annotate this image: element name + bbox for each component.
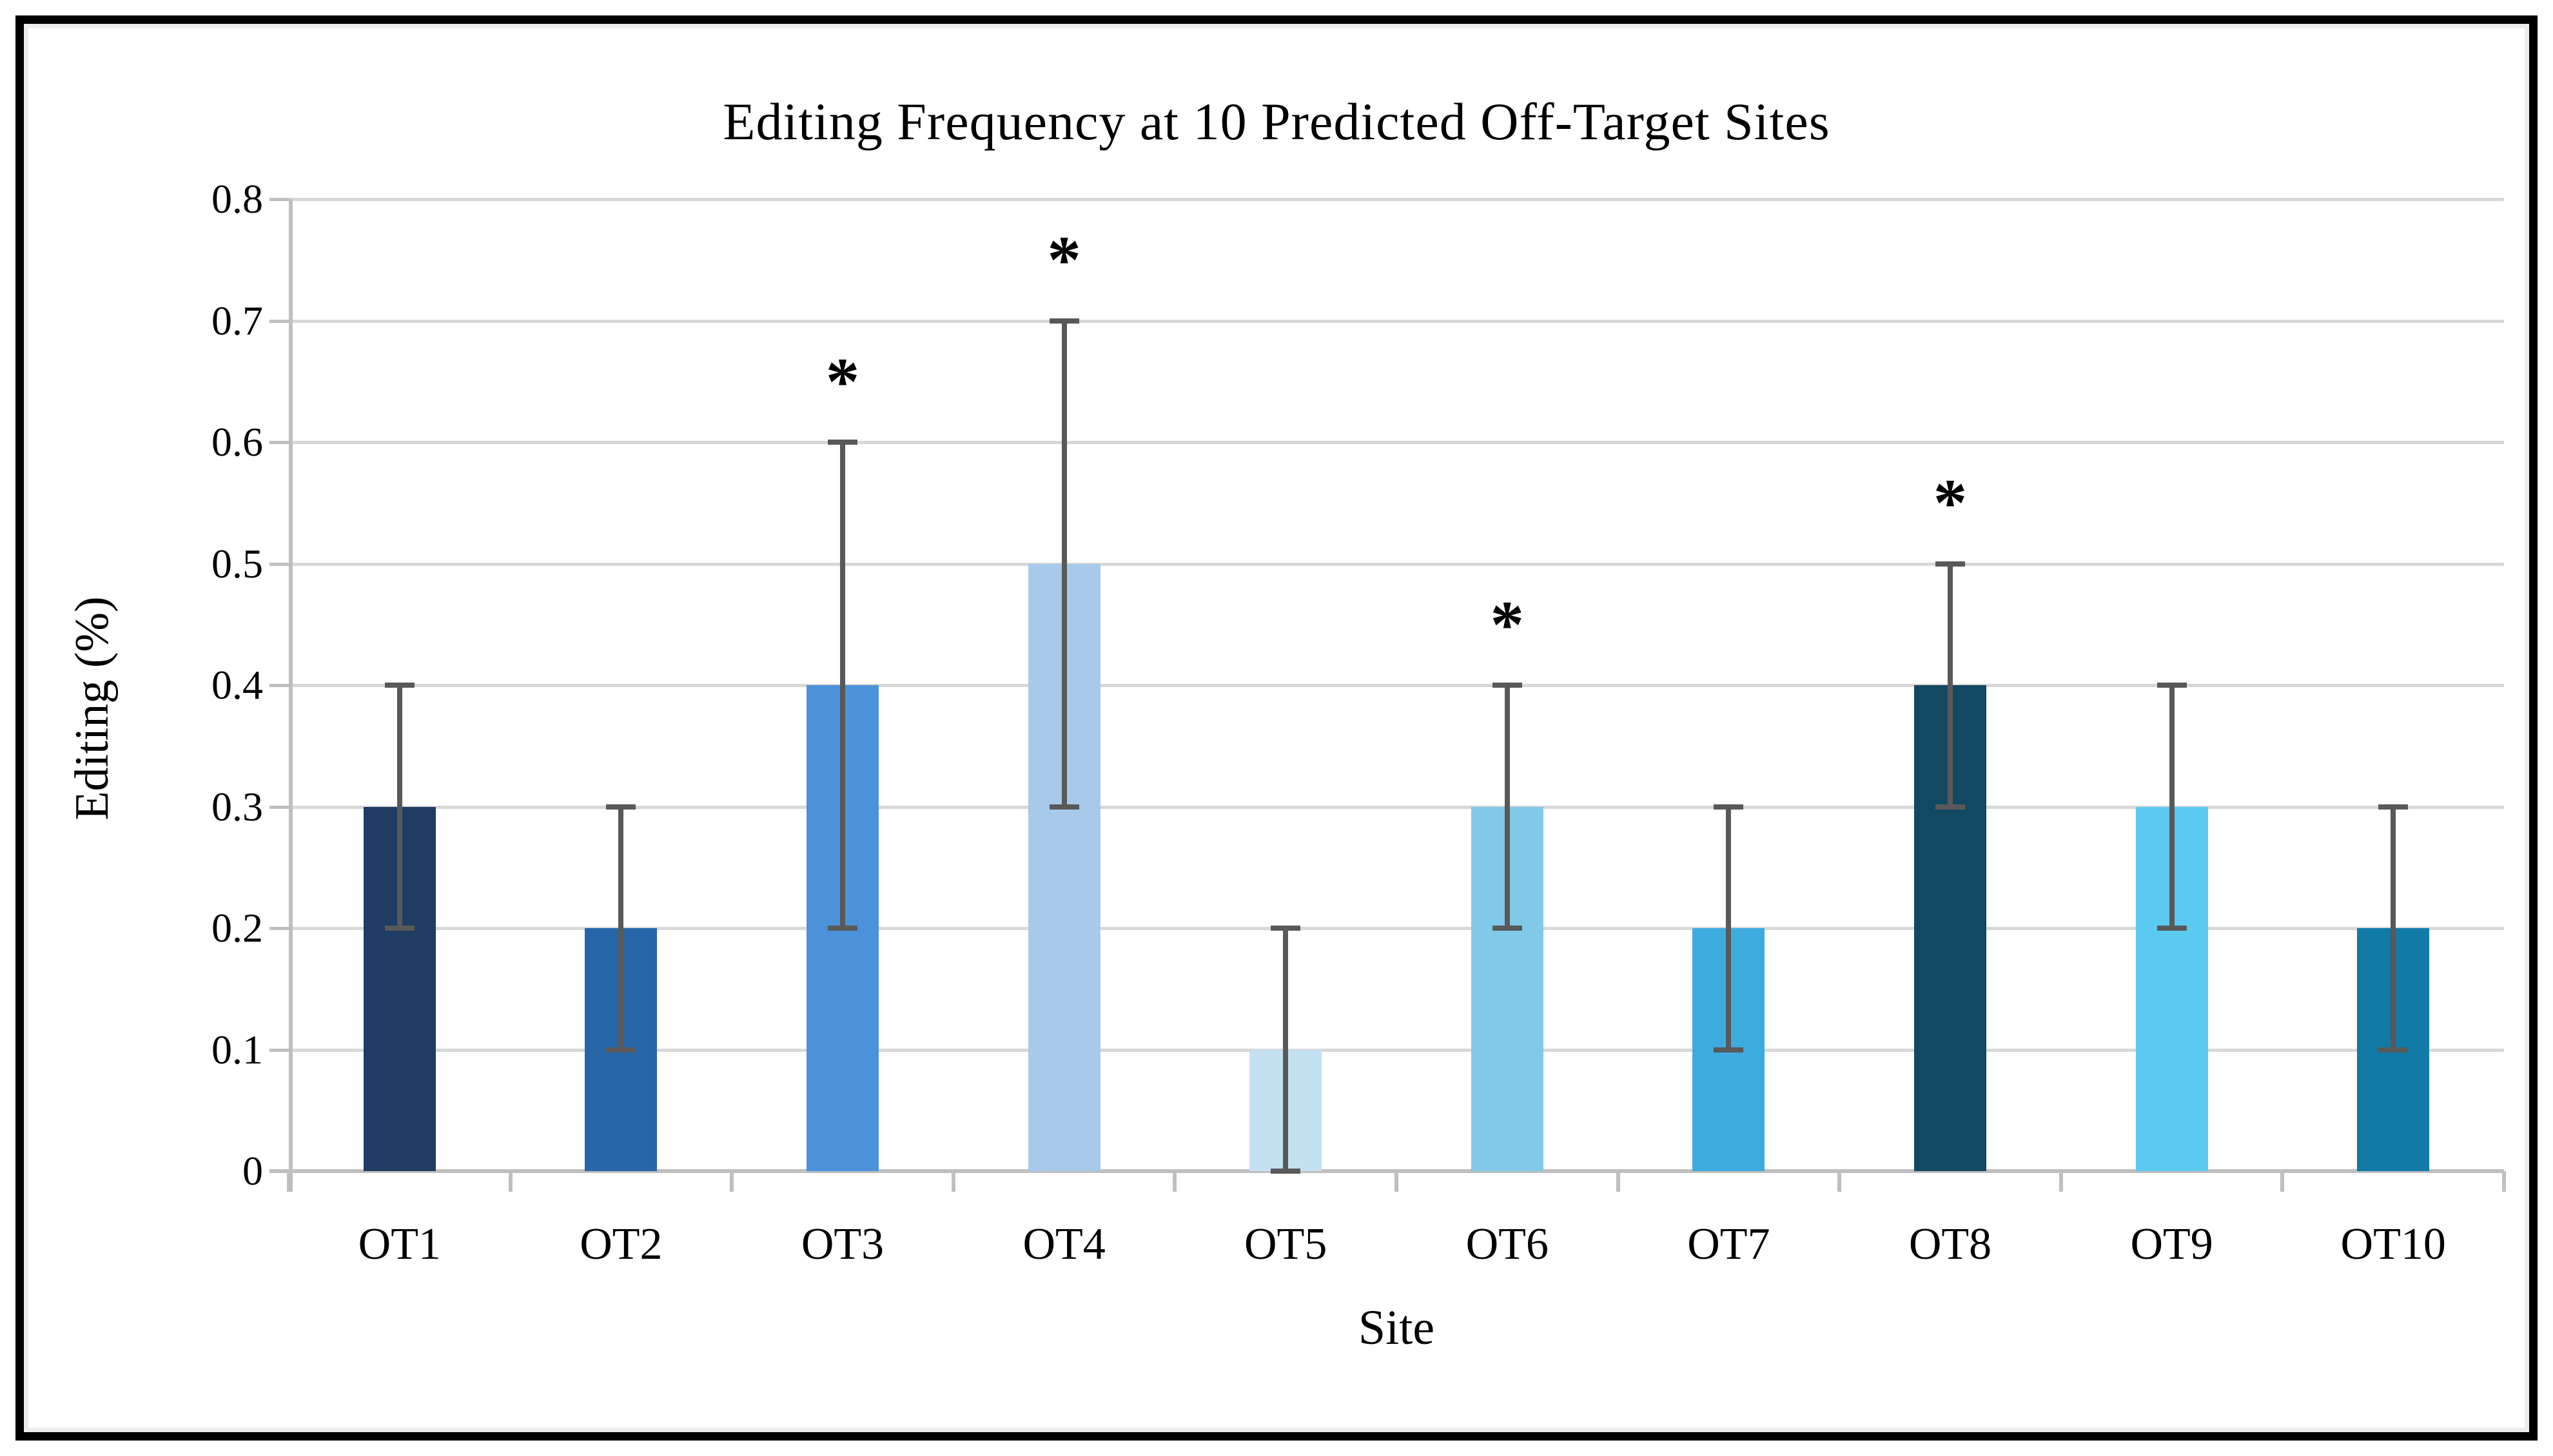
x-tick-mark: [287, 1171, 291, 1192]
y-tick-mark: [269, 684, 289, 687]
y-tick-label: 0.6: [211, 419, 263, 465]
x-tick-mark: [1616, 1171, 1620, 1192]
x-tick-label: OT9: [2130, 1219, 2213, 1269]
error-bar-cap-bottom: [2157, 926, 2187, 931]
x-tick-label: OT2: [580, 1219, 663, 1269]
error-bar-cap-bottom: [606, 1047, 636, 1053]
x-tick-label: OT8: [1908, 1219, 1992, 1269]
y-tick-mark: [269, 319, 289, 323]
x-axis-line: [269, 1169, 2504, 1173]
x-tick-mark: [1394, 1171, 1398, 1192]
y-tick-label: 0.2: [211, 905, 263, 951]
error-bar-cap-top: [1049, 318, 1079, 324]
y-tick-label: 0.7: [211, 297, 263, 344]
chart-frame: Editing Frequency at 10 Predicted Off-Ta…: [15, 15, 2538, 1441]
error-bar-cap-top: [606, 804, 636, 810]
error-bar-cap-bottom: [1049, 804, 1079, 810]
error-bar-line: [1283, 928, 1289, 1171]
error-bar-line: [1061, 320, 1067, 807]
error-bar-cap-bottom: [1492, 926, 1522, 931]
error-bar-cap-bottom: [828, 926, 857, 931]
error-bar-cap-top: [1492, 683, 1522, 688]
y-tick-label: 0: [242, 1148, 263, 1194]
significance-asterisk: *: [1933, 465, 1968, 540]
error-bar-cap-top: [1714, 804, 1744, 810]
x-tick-label: OT4: [1022, 1219, 1106, 1269]
x-tick-mark: [2059, 1171, 2063, 1192]
error-bar-line: [396, 685, 402, 928]
gridline: [289, 198, 2504, 201]
gridline: [289, 1048, 2504, 1052]
x-tick-mark: [2502, 1171, 2506, 1192]
x-tick-mark: [730, 1171, 734, 1192]
y-tick-label: 0.1: [211, 1026, 263, 1073]
y-tick-label: 0.4: [211, 662, 263, 708]
y-tick-mark: [269, 198, 289, 201]
y-tick-mark: [269, 927, 289, 930]
error-bar-line: [1726, 806, 1732, 1050]
error-bar-cap-bottom: [1935, 804, 1965, 810]
x-tick-label: OT5: [1244, 1219, 1327, 1269]
y-tick-mark: [269, 562, 289, 566]
x-tick-mark: [1837, 1171, 1842, 1192]
error-bar-cap-bottom: [2378, 1047, 2409, 1053]
gridline: [289, 562, 2504, 566]
error-bar-cap-top: [2157, 683, 2187, 688]
chart-canvas: Editing Frequency at 10 Predicted Off-Ta…: [24, 24, 2529, 1432]
y-axis-line: [289, 199, 293, 1192]
x-tick-label: OT10: [2340, 1219, 2446, 1269]
error-bar-cap-top: [828, 440, 857, 445]
error-bar-cap-top: [1935, 561, 1965, 567]
x-tick-label: OT7: [1687, 1219, 1770, 1269]
error-bar-cap-bottom: [384, 926, 415, 931]
error-bar-line: [840, 442, 845, 928]
y-tick-mark: [269, 441, 289, 444]
error-bar-line: [618, 806, 624, 1050]
x-tick-mark: [951, 1171, 955, 1192]
error-bar-cap-top: [384, 683, 415, 688]
y-tick-label: 0.3: [211, 783, 263, 830]
gridline: [289, 805, 2504, 809]
error-bar-cap-top: [1271, 926, 1301, 931]
x-tick-label: OT3: [801, 1219, 885, 1269]
error-bar-line: [2169, 685, 2175, 928]
error-bar-line: [1948, 563, 1953, 807]
significance-asterisk: *: [825, 343, 860, 419]
significance-asterisk: *: [1047, 222, 1081, 297]
x-tick-label: OT6: [1465, 1219, 1549, 1269]
error-bar-line: [2391, 806, 2396, 1050]
error-bar-line: [1504, 685, 1510, 928]
x-tick-mark: [2280, 1171, 2285, 1192]
y-tick-mark: [269, 1048, 289, 1052]
y-tick-label: 0.8: [211, 176, 263, 222]
gridline: [289, 684, 2504, 687]
error-bar-cap-top: [2378, 804, 2409, 810]
x-tick-mark: [508, 1171, 513, 1192]
plot-area: 0 0.1 0.2 0.3 0.4 0.5 0.6 0.7 0.8 OT1 OT2 * OT3 * OT4 O…: [211, 176, 2506, 1269]
error-bar-cap-bottom: [1271, 1169, 1301, 1174]
x-axis-title: Site: [1358, 1301, 1435, 1355]
gridline: [289, 441, 2504, 444]
significance-asterisk: *: [1490, 586, 1525, 662]
y-tick-mark: [269, 805, 289, 809]
gridline: [289, 319, 2504, 323]
y-tick-label: 0.5: [211, 540, 263, 587]
gridline: [289, 927, 2504, 930]
x-tick-label: OT1: [358, 1219, 441, 1269]
error-bar-cap-bottom: [1714, 1047, 1744, 1053]
x-tick-mark: [1173, 1171, 1177, 1192]
chart-title: Editing Frequency at 10 Predicted Off-Ta…: [723, 92, 1830, 151]
